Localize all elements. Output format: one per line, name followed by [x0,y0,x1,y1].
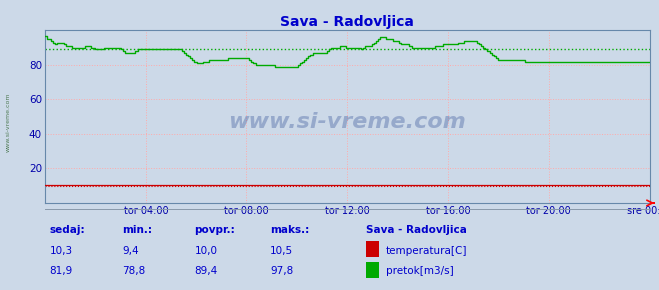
Text: maks.:: maks.: [270,225,310,235]
Text: 10,3: 10,3 [49,246,72,256]
Text: www.si-vreme.com: www.si-vreme.com [5,92,11,152]
Text: Sava - Radovljica: Sava - Radovljica [366,225,467,235]
Text: 10,0: 10,0 [194,246,217,256]
Text: 9,4: 9,4 [122,246,138,256]
Text: 81,9: 81,9 [49,266,72,276]
Text: temperatura[C]: temperatura[C] [386,246,467,256]
Title: Sava - Radovljica: Sava - Radovljica [280,15,415,29]
Text: 78,8: 78,8 [122,266,145,276]
Text: povpr.:: povpr.: [194,225,235,235]
Text: sedaj:: sedaj: [49,225,85,235]
Text: min.:: min.: [122,225,152,235]
Text: 97,8: 97,8 [270,266,293,276]
Text: 89,4: 89,4 [194,266,217,276]
Text: 10,5: 10,5 [270,246,293,256]
Text: www.si-vreme.com: www.si-vreme.com [229,112,466,132]
Text: pretok[m3/s]: pretok[m3/s] [386,266,453,276]
